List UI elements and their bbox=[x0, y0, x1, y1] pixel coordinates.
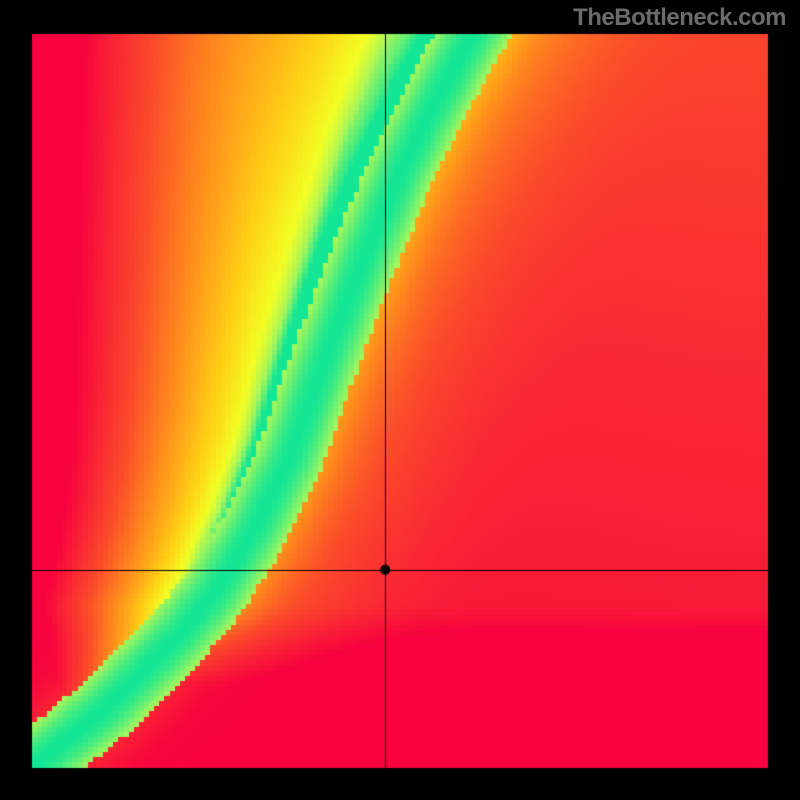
watermark-text: TheBottleneck.com bbox=[573, 4, 786, 32]
bottleneck-heatmap bbox=[0, 0, 800, 800]
